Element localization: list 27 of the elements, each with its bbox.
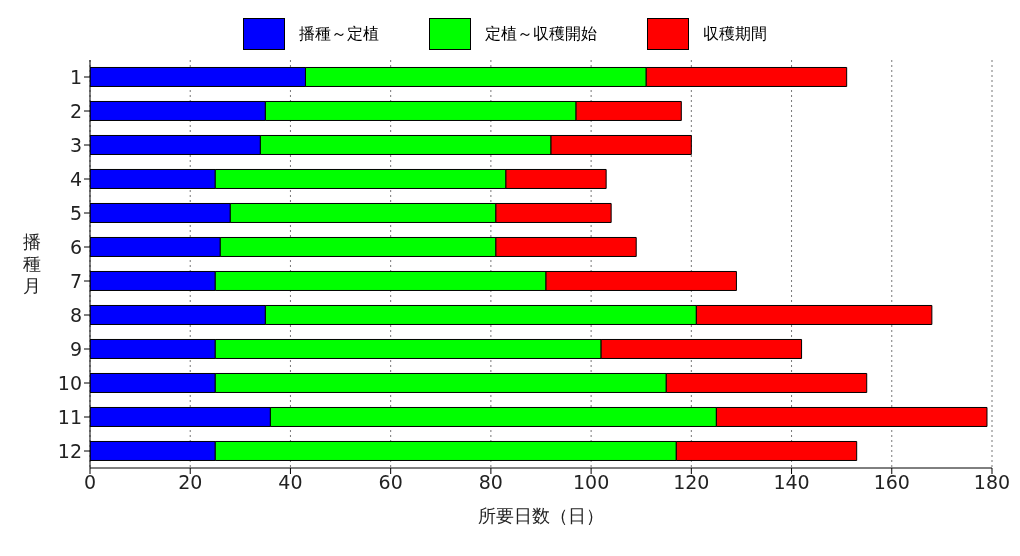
- y-tick-label: 2: [69, 99, 82, 122]
- y-tick-label: 5: [69, 201, 82, 224]
- x-tick-label: 0: [83, 471, 97, 494]
- y-tick-label: 8: [69, 303, 82, 326]
- y-tick-label: 7: [69, 269, 82, 292]
- x-tick-label: 160: [873, 471, 910, 494]
- x-tick-label: 100: [572, 471, 610, 494]
- x-tick-label: 40: [278, 471, 303, 494]
- y-tick-label: 3: [69, 133, 82, 156]
- x-tick-label: 20: [178, 471, 203, 494]
- y-tick-label: 6: [69, 235, 82, 258]
- y-tick-label: 10: [57, 371, 82, 394]
- legend-label: 播種～定植: [299, 23, 379, 45]
- y-tick-label: 4: [69, 167, 82, 190]
- x-axis-title: 所要日数（日）: [478, 505, 604, 526]
- y-tick-label: 11: [57, 405, 82, 428]
- y-axis-title: 播種月: [23, 231, 41, 297]
- x-tick-label: 180: [973, 471, 1011, 494]
- y-tick-label: 9: [69, 337, 82, 360]
- x-tick-label: 80: [478, 471, 503, 494]
- x-tick-label: 60: [378, 471, 403, 494]
- x-tick-label: 140: [773, 471, 810, 494]
- legend-label: 収穫期間: [703, 23, 767, 45]
- legend-label: 定植～収穫開始: [485, 23, 597, 45]
- x-tick-label: 120: [673, 471, 710, 494]
- y-tick-label: 1: [69, 65, 82, 88]
- y-tick-label: 12: [57, 439, 82, 462]
